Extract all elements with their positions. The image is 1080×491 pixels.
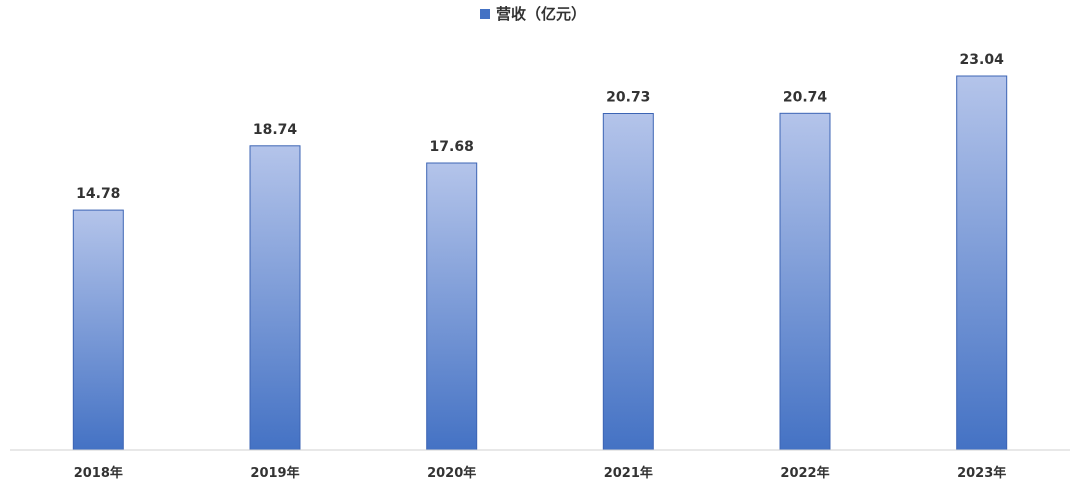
value-label-2018年: 14.78 — [76, 186, 120, 202]
bar-2021年 — [602, 113, 654, 451]
legend-swatch — [480, 9, 490, 19]
bar-2022年 — [779, 112, 831, 451]
x-tick-label-2019年: 2019年 — [250, 465, 299, 481]
x-tick-label-2018年: 2018年 — [74, 465, 123, 481]
value-labels-group: 14.78 18.74 17.68 20.73 20.74 23.04 — [76, 52, 1004, 202]
x-tick-label-2020年: 2020年 — [427, 465, 476, 481]
bar-2020年 — [426, 162, 478, 451]
bar-2023年 — [956, 75, 1008, 451]
x-tick-label-2021年: 2021年 — [604, 465, 653, 481]
x-axis-tick-labels: 2018年 2019年 2020年 2021年 2022年 2023年 — [74, 465, 1007, 481]
bars-group — [72, 75, 1008, 451]
value-label-2023年: 23.04 — [960, 52, 1005, 68]
value-label-2021年: 20.73 — [606, 90, 650, 106]
x-tick-label-2023年: 2023年 — [957, 465, 1006, 481]
legend: 营收（亿元） — [480, 5, 586, 23]
value-label-2022年: 20.74 — [783, 89, 828, 105]
value-label-2019年: 18.74 — [253, 122, 298, 138]
value-label-2020年: 17.68 — [430, 139, 474, 155]
bar-2018年 — [72, 209, 124, 451]
x-tick-label-2022年: 2022年 — [780, 465, 829, 481]
legend-label: 营收（亿元） — [496, 5, 586, 23]
bar-2019年 — [249, 145, 301, 451]
